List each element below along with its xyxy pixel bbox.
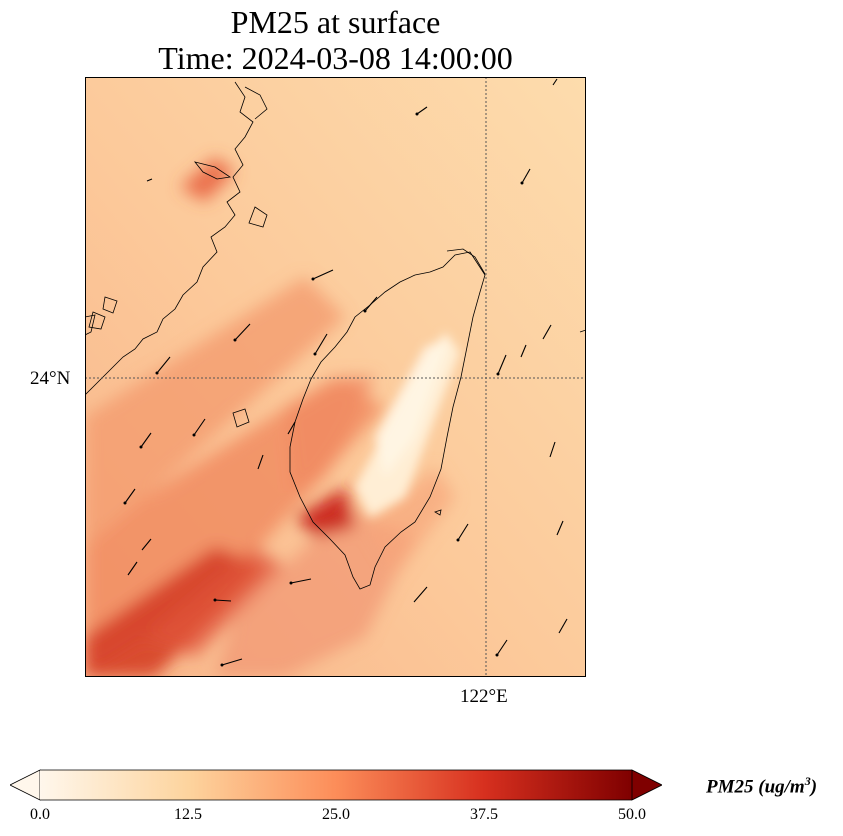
- colorbar-min-extend: [10, 769, 41, 801]
- colorbar-tick: 25.0: [322, 806, 350, 823]
- wind-arrowheads: [123, 112, 524, 667]
- colorbar-tick: 50.0: [618, 806, 646, 823]
- colorbar: [10, 769, 662, 801]
- pm25-plumes: [85, 157, 455, 677]
- map-title-line2: Time: 2024-03-08 14:00:00: [158, 40, 513, 76]
- colorbar-tick: 0.0: [30, 806, 50, 823]
- wind-vectors: [124, 78, 568, 666]
- lat-label-24N: 24°N: [30, 368, 71, 389]
- taiwan-coastline: [289, 251, 486, 590]
- colorbar-tick: 12.5: [174, 806, 202, 823]
- coastline: [85, 81, 586, 590]
- map-frame: [85, 77, 586, 677]
- map-title-line1: PM25 at surface: [230, 4, 441, 40]
- lon-label-122E: 122°E: [460, 686, 508, 707]
- colorbar-label: PM25 (ug/m3): [706, 774, 818, 798]
- pm25-map: [85, 77, 586, 677]
- colorbar-max-extend: [631, 769, 662, 801]
- colorbar-tick: 37.5: [470, 806, 498, 823]
- colorbar-gradient: [40, 770, 632, 800]
